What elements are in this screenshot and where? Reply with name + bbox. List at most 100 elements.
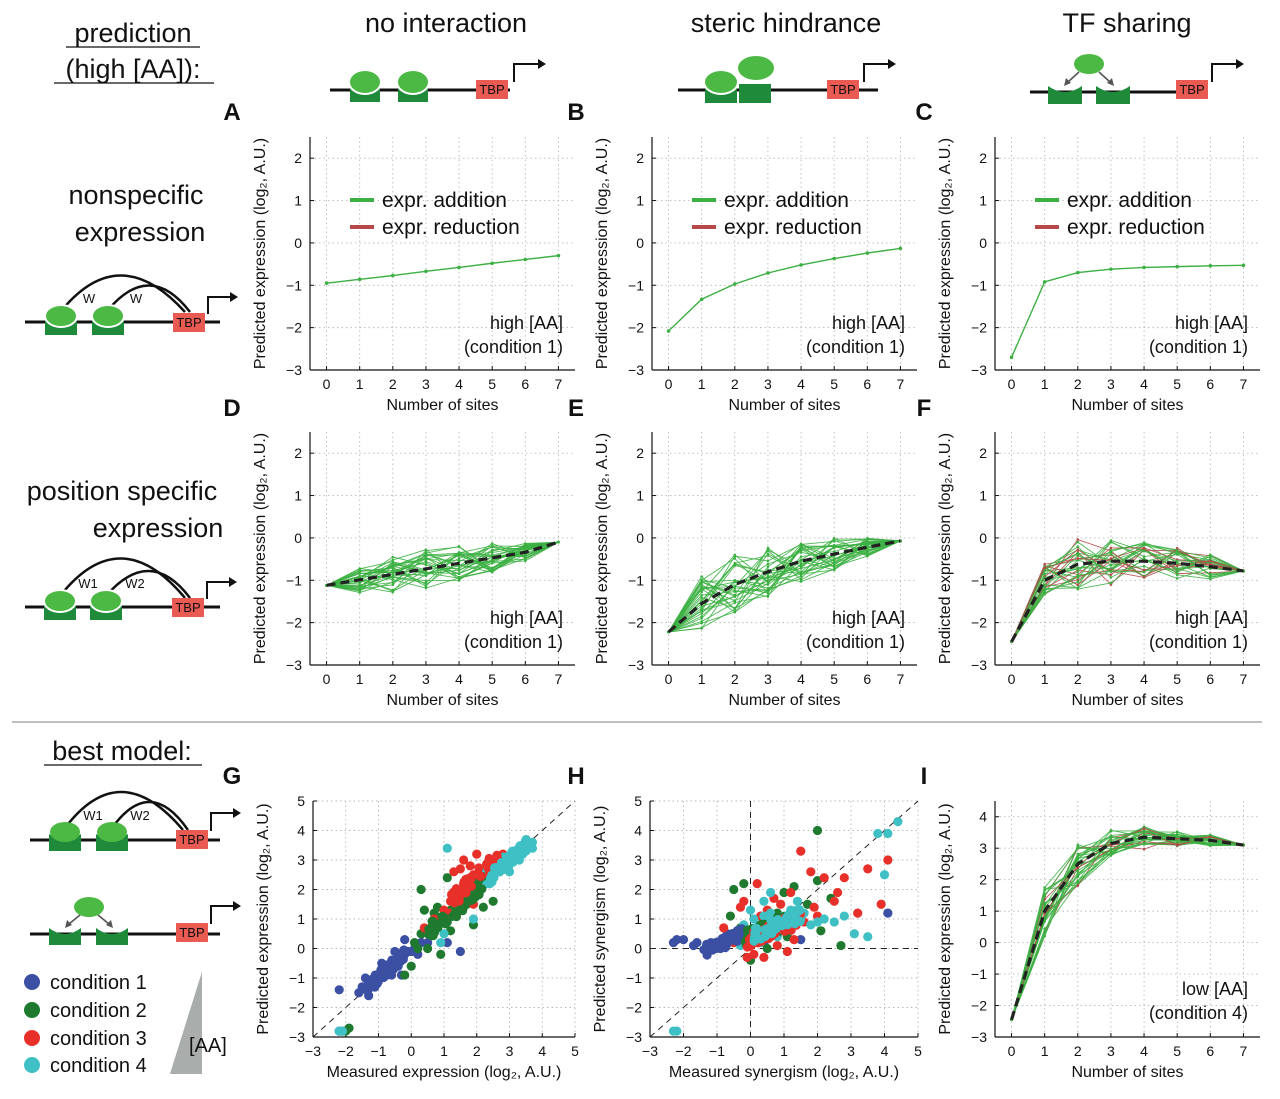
ensemble-point <box>700 621 703 625</box>
ensemble-point <box>700 578 703 581</box>
ensemble-point <box>457 557 461 560</box>
x-tick-label: 2 <box>814 1043 822 1059</box>
annotation-line-1: high [AA] <box>490 313 563 333</box>
ensemble-point <box>866 552 869 555</box>
ensemble-point <box>358 571 361 574</box>
x-tick-label: 0 <box>407 1043 415 1059</box>
scatter-point-condition-3 <box>459 877 469 887</box>
x-axis-label: Measured synergism (log₂, A.U.) <box>669 1064 899 1081</box>
ensemble-point <box>391 569 395 572</box>
scatter-point-condition-2 <box>438 912 449 922</box>
scatter-point-condition-2 <box>779 887 789 898</box>
x-tick-label: 3 <box>764 671 772 687</box>
panel-g: −3 −2 −1 0 1 2 3 4 5 −3 −2 −1 0 1 2 3 4 5 Measured express… <box>223 763 579 1081</box>
y-tick-label: −1 <box>286 277 302 293</box>
x-tick-label: 3 <box>1107 1043 1115 1059</box>
ensemble-point <box>457 569 461 572</box>
x-tick-label: 2 <box>1074 376 1082 392</box>
ensemble-line <box>1011 827 1244 1020</box>
x-axis-label: Number of sites <box>728 397 840 414</box>
scatter-point-condition-4 <box>792 896 803 906</box>
x-tick-label: 3 <box>422 671 430 687</box>
ensemble-point <box>1076 854 1080 857</box>
ensemble-point <box>1109 838 1113 842</box>
series-line <box>668 247 901 332</box>
annotation-line-1: high [AA] <box>832 313 905 333</box>
ensemble-point <box>1076 540 1080 544</box>
ensemble-point <box>457 554 461 557</box>
ensemble-point <box>358 587 361 591</box>
scatter-point-condition-4 <box>749 914 759 924</box>
diagram-steric-hindrance: TBP <box>678 54 896 103</box>
y-tick-label: 5 <box>297 793 305 809</box>
scatter-point-condition-1 <box>394 953 404 963</box>
scatter-point-condition-2 <box>419 905 429 915</box>
ensemble-point <box>832 543 836 547</box>
ensemble-point <box>733 590 737 593</box>
ensemble-point <box>1209 835 1212 839</box>
mean-line <box>1010 559 1244 643</box>
x-tick-label: 0 <box>747 1043 755 1059</box>
x-tick-label: 6 <box>1206 671 1214 687</box>
annotation-line-1: high [AA] <box>1175 313 1248 333</box>
scatter-point-condition-4 <box>883 828 893 839</box>
x-tick-label: −3 <box>642 1043 658 1059</box>
ensemble-point <box>700 596 703 599</box>
ensemble-point <box>1175 830 1179 833</box>
data-point <box>898 246 903 251</box>
x-tick-label: 5 <box>571 1043 579 1059</box>
y-tick-label: −3 <box>971 362 987 378</box>
x-tick-label: 7 <box>555 671 563 687</box>
x-tick-label: 6 <box>863 671 871 687</box>
panel-letter: D <box>223 395 240 422</box>
ensemble-point <box>733 586 737 590</box>
x-tick-label: 2 <box>731 376 739 392</box>
y-tick-label: −1 <box>971 966 987 982</box>
plot-area <box>652 137 917 370</box>
series-line <box>326 254 559 284</box>
ensemble-point <box>1076 879 1080 883</box>
ensemble-point <box>424 556 428 560</box>
diagram-best-model-weights: W1 W2 TBP <box>30 790 241 851</box>
x-tick-label: 5 <box>1173 376 1181 392</box>
ensemble-point <box>799 551 803 554</box>
legend-marker-condition-2 <box>24 1002 40 1018</box>
diagram-tf-sharing: TBP <box>1030 54 1244 104</box>
ensemble-point <box>490 545 494 549</box>
y-tick-label: 1 <box>294 193 302 209</box>
x-tick-label: −1 <box>709 1043 725 1059</box>
ensemble-point <box>1076 583 1080 586</box>
y-tick-label: −2 <box>626 1000 642 1016</box>
ensemble-point <box>1043 586 1046 589</box>
row-label-position-specific-2: expression <box>93 513 224 543</box>
aa-label: [AA] <box>189 1035 227 1057</box>
ensemble-point <box>524 557 527 560</box>
ensemble-point <box>1175 564 1179 568</box>
ensemble-point <box>832 562 836 565</box>
y-tick-label: −3 <box>626 1029 642 1045</box>
scatter-point-condition-2 <box>762 943 772 954</box>
panel-d: 0 1 2 3 4 5 6 7 −3 −2 −1 0 1 2 Number of sites Predicte… <box>223 395 575 709</box>
x-tick-label: 4 <box>797 376 805 392</box>
scatter-point-condition-3 <box>819 873 829 883</box>
ensemble-point <box>457 551 461 554</box>
ensemble-point <box>524 543 527 547</box>
col-header-steric-hindrance: steric hindrance <box>691 8 882 38</box>
y-tick-label: 3 <box>297 852 305 868</box>
scatter-point-condition-2 <box>478 902 488 912</box>
ensemble-point <box>733 584 737 588</box>
y-tick-label: −2 <box>971 615 987 631</box>
scatter-point-condition-3 <box>829 896 839 906</box>
scatter-point-condition-4 <box>509 849 519 859</box>
y-tick-label: 2 <box>294 445 302 461</box>
row-label-position-specific: position specific <box>27 476 218 506</box>
x-tick-label: −3 <box>305 1043 321 1059</box>
scatter-point-condition-2 <box>409 938 420 948</box>
ensemble-point <box>700 617 703 620</box>
scatter-point-condition-3 <box>782 946 792 957</box>
prediction-subheader: (high [AA]): <box>65 54 200 84</box>
scatter-point-condition-3 <box>839 873 849 883</box>
x-axis-label: Number of sites <box>1071 1064 1183 1081</box>
scatter-point-condition-3 <box>752 879 762 889</box>
